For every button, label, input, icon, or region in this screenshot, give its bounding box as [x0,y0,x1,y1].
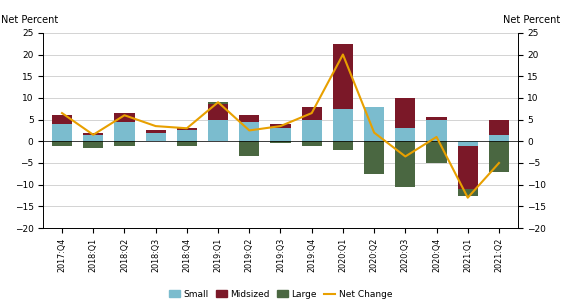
Bar [239,122,259,141]
Text: Net Percent: Net Percent [1,15,58,25]
Bar [333,109,353,141]
Bar [114,141,135,146]
Bar [426,120,447,141]
Bar [395,128,416,141]
Bar [52,124,72,141]
Bar [458,141,478,146]
Bar [52,141,72,146]
Bar [364,141,384,174]
Bar [208,104,228,120]
Bar [302,141,322,146]
Bar [114,113,135,122]
Bar [458,189,478,196]
Bar [52,115,72,124]
Bar [177,128,197,130]
Bar [239,141,259,157]
Bar [270,128,291,141]
Bar [395,141,416,187]
Bar [208,120,228,141]
Legend: Small, Midsized, Large, Net Change: Small, Midsized, Large, Net Change [165,286,396,302]
Bar [489,135,509,141]
Bar [83,141,103,148]
Bar [333,44,353,109]
Bar [302,120,322,141]
Bar [458,146,478,189]
Bar [145,130,166,133]
Bar [270,124,291,128]
Bar [83,133,103,135]
Bar [489,141,509,172]
Bar [333,141,353,150]
Text: Net Percent: Net Percent [503,15,560,25]
Bar [177,130,197,141]
Bar [426,117,447,120]
Bar [239,115,259,122]
Bar [270,141,291,143]
Bar [208,102,228,104]
Bar [395,98,416,128]
Bar [426,141,447,163]
Bar [83,135,103,141]
Bar [364,107,384,141]
Bar [177,141,197,146]
Bar [114,122,135,141]
Bar [145,133,166,141]
Bar [302,107,322,120]
Bar [489,120,509,135]
